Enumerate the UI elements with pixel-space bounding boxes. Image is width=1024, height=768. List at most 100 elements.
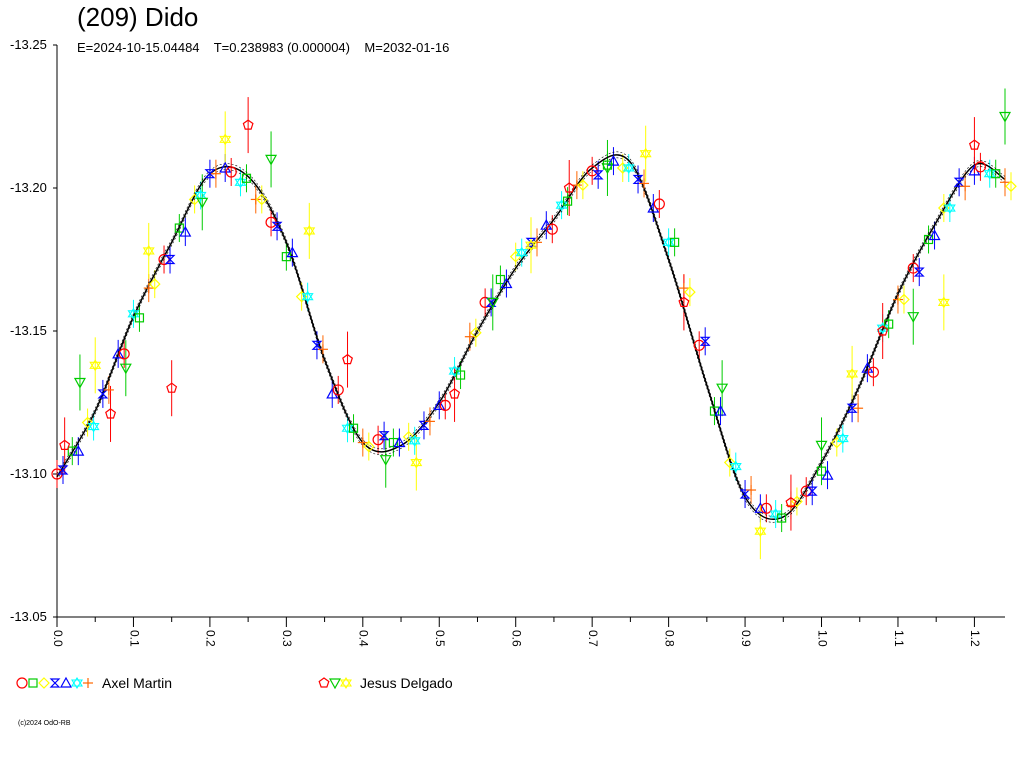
x-tick-label: 0.8 [662, 630, 676, 647]
data-point [424, 416, 435, 427]
data-point [362, 440, 375, 453]
data-point [937, 296, 950, 309]
data-point [892, 294, 903, 305]
data-point [134, 313, 145, 323]
x-tick-label: 0.4 [357, 630, 371, 647]
square-marker-icon [28, 678, 38, 688]
data-point [746, 485, 757, 496]
x-tick-label: 0.2 [204, 630, 218, 647]
data-point [241, 173, 252, 183]
data-point [271, 221, 283, 231]
data-point [255, 193, 268, 206]
pentagon-marker-icon [318, 677, 330, 688]
data-point [563, 182, 575, 193]
data-point [877, 325, 889, 336]
data-point [853, 403, 864, 414]
data-point [830, 436, 843, 449]
data-point [486, 297, 499, 309]
data-point [998, 111, 1012, 123]
data-point [142, 244, 155, 257]
data-point [907, 312, 920, 323]
data-point [714, 404, 727, 416]
data-point [622, 161, 635, 175]
circle-marker-icon [16, 677, 28, 689]
data-point [571, 180, 582, 191]
cross4-marker-icon [83, 678, 93, 688]
y-tick-label: -13.20 [10, 180, 47, 195]
data-point [515, 246, 528, 259]
fit-curve-upper [56, 151, 1006, 517]
data-point [118, 348, 130, 360]
legend-entry: Axel Martin [16, 675, 172, 691]
data-point [57, 465, 69, 475]
data-point [378, 431, 390, 441]
star-marker-icon [71, 676, 83, 690]
data-point [607, 154, 620, 166]
data-point [166, 382, 178, 393]
data-point [601, 163, 614, 175]
data-point [242, 119, 254, 130]
chart-subtitle: E=2024-10-15.04484 T=0.238983 (0.000004)… [77, 40, 450, 55]
data-point [119, 363, 132, 375]
data-point [433, 399, 446, 410]
data-point [342, 353, 354, 365]
data-point [112, 347, 125, 359]
data-points [51, 111, 1017, 538]
x-tick-label: 1.1 [892, 630, 906, 647]
data-point [357, 437, 368, 448]
data-point [562, 196, 573, 206]
data-point [821, 468, 834, 480]
data-point [439, 399, 451, 411]
data-point [464, 331, 475, 342]
data-point [729, 460, 742, 473]
data-point [105, 408, 117, 419]
data-point [592, 170, 604, 180]
data-point [754, 502, 767, 513]
data-point [867, 366, 879, 378]
data-point [525, 239, 537, 252]
data-point [709, 406, 720, 416]
y-tick-label: -13.15 [10, 323, 47, 338]
data-point [723, 456, 736, 469]
data-point [103, 384, 114, 395]
data-point [884, 319, 894, 329]
data-point [311, 340, 323, 350]
data-point [410, 456, 423, 469]
data-point [148, 278, 161, 290]
data-point [577, 179, 589, 191]
data-point [265, 154, 278, 166]
data-point [210, 168, 221, 179]
y-tick-label: -13.10 [10, 466, 47, 481]
data-point [913, 267, 925, 277]
data-point [639, 178, 650, 189]
diamond-marker-icon [38, 677, 50, 689]
data-point [974, 161, 987, 173]
y-tick-label: -13.05 [10, 609, 47, 624]
fit-curve-line [56, 154, 1006, 521]
data-point [449, 388, 461, 399]
data-point [540, 218, 553, 230]
tri-down-marker-icon [328, 678, 342, 690]
y-tick-label: -13.25 [10, 37, 47, 52]
data-point [348, 423, 359, 433]
data-point [670, 237, 680, 247]
axes: -13.25 -13.20 -13.15 -13.10 -13.05 0.0 0.1 0.2 0… [10, 37, 1005, 647]
data-point [89, 359, 102, 372]
data-point [67, 446, 77, 456]
data-point [81, 416, 94, 429]
data-point [225, 166, 237, 178]
data-point [500, 277, 513, 289]
copyright-text: (c)2024 OdO-RB [18, 720, 71, 727]
data-point [777, 513, 787, 523]
data-point [286, 246, 299, 258]
data-point [898, 293, 910, 306]
data-point [204, 169, 216, 179]
data-point [303, 224, 316, 237]
x-tick-label: 0.9 [739, 630, 753, 647]
x-tick-label: 1.0 [815, 630, 829, 647]
data-point [699, 336, 711, 346]
data-point [219, 161, 232, 173]
data-point [816, 466, 827, 476]
data-point [250, 194, 261, 205]
